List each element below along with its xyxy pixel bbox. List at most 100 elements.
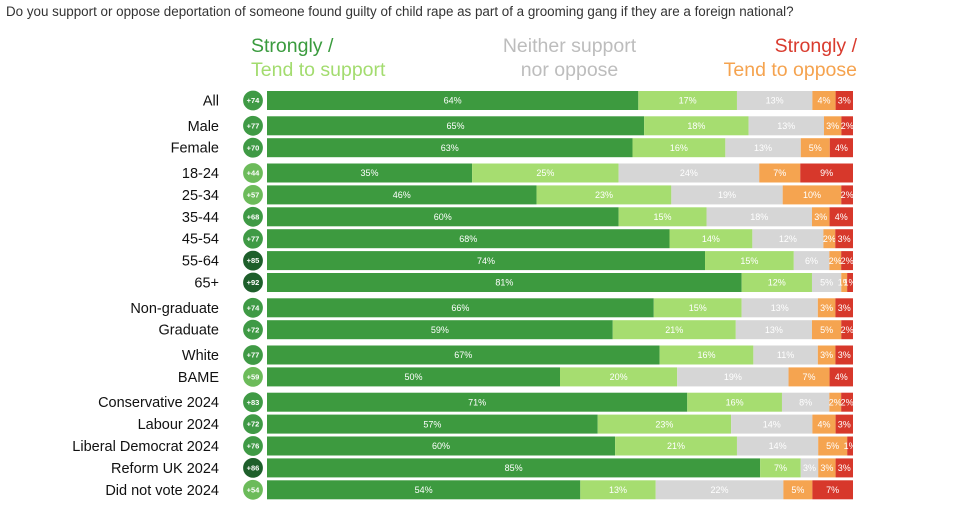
bar-segment-value-label: 3% bbox=[838, 234, 851, 244]
bar-segment-strongly-oppose bbox=[835, 345, 853, 365]
net-score-badge bbox=[241, 89, 265, 112]
bar-segment-value-label: 5% bbox=[820, 325, 833, 335]
bar-segment-value-label: 71% bbox=[468, 397, 486, 407]
bar-segment-value-label: 2% bbox=[841, 397, 854, 407]
bar-segment-strongly-oppose bbox=[800, 163, 853, 183]
bar-segment-value-label: 13% bbox=[777, 121, 795, 131]
bar-segment-neither bbox=[725, 138, 801, 158]
bar-segment-strongly-oppose bbox=[829, 207, 853, 227]
bar-segment-tend-oppose bbox=[817, 345, 836, 365]
bar-segment-neither bbox=[748, 116, 824, 136]
bar-segment-value-label: 1% bbox=[844, 278, 857, 288]
bar-segment-value-label: 5% bbox=[791, 485, 804, 495]
bar-segment-value-label: 10% bbox=[803, 190, 821, 200]
bar-segment-tend-oppose bbox=[823, 116, 842, 136]
bar-segment-strongly-support bbox=[267, 392, 688, 412]
net-score-label: +85 bbox=[247, 256, 260, 265]
net-score-label: +57 bbox=[247, 191, 260, 200]
bar-segment-value-label: 16% bbox=[726, 397, 744, 407]
bar-segment-value-label: 46% bbox=[393, 190, 411, 200]
bar-segment-value-label: 4% bbox=[835, 212, 848, 222]
bar-segment-value-label: 3% bbox=[826, 121, 839, 131]
bar-segment-value-label: 23% bbox=[655, 419, 673, 429]
bar-segment-value-label: 13% bbox=[766, 96, 784, 106]
bar-segment-value-label: 3% bbox=[820, 463, 833, 473]
net-score-label: +70 bbox=[247, 143, 260, 152]
bar-segment-tend-support bbox=[644, 116, 749, 136]
bar-segment-value-label: 65% bbox=[447, 121, 465, 131]
net-score-badge bbox=[241, 365, 265, 388]
net-score-badge bbox=[241, 271, 265, 294]
bar-segment-value-label: 4% bbox=[817, 96, 830, 106]
bar-segment-value-label: 3% bbox=[838, 303, 851, 313]
bar-segment-tend-oppose bbox=[800, 138, 830, 158]
bar-segment-value-label: 7% bbox=[803, 372, 816, 382]
chart-question-title: Do you support or oppose deportation of … bbox=[6, 4, 794, 19]
bar-segment-value-label: 13% bbox=[609, 485, 627, 495]
bar-segment-value-label: 60% bbox=[432, 441, 450, 451]
bar-segment-strongly-support bbox=[267, 320, 613, 340]
bar-segment-value-label: 68% bbox=[459, 234, 477, 244]
bar-segment-value-label: 7% bbox=[774, 463, 787, 473]
bar-segment-neither bbox=[655, 480, 784, 500]
bar-segment-neither bbox=[736, 91, 813, 110]
bar-segment-strongly-oppose bbox=[847, 436, 853, 456]
row-label: Liberal Democrat 2024 bbox=[72, 439, 219, 455]
row-label: 65+ bbox=[194, 276, 219, 292]
net-score-badge bbox=[241, 136, 265, 159]
bar-segment-value-label: 59% bbox=[431, 325, 449, 335]
bar-segment-strongly-oppose bbox=[835, 414, 853, 434]
bar-segment-tend-support bbox=[659, 345, 754, 365]
bar-segment-neither bbox=[706, 207, 812, 227]
bar-segment-tend-support bbox=[705, 251, 794, 271]
bar-segment-value-label: 3% bbox=[803, 463, 816, 473]
bar-segment-value-label: 6% bbox=[805, 256, 818, 266]
bar-segment-value-label: 81% bbox=[495, 278, 513, 288]
bar-segment-value-label: 1% bbox=[838, 278, 851, 288]
bar-segment-value-label: 4% bbox=[835, 372, 848, 382]
bar-segment-strongly-support bbox=[267, 163, 473, 183]
bar-segment-strongly-support bbox=[267, 367, 560, 387]
net-score-label: +86 bbox=[247, 464, 260, 473]
net-score-badge bbox=[241, 456, 265, 479]
bar-segment-value-label: 15% bbox=[689, 303, 707, 313]
net-score-badge bbox=[241, 249, 265, 272]
row-label: 55-64 bbox=[182, 254, 219, 270]
bar-segment-neither bbox=[811, 273, 842, 292]
bar-segment-neither bbox=[736, 436, 819, 456]
bar-segment-value-label: 2% bbox=[829, 256, 842, 266]
bar-segment-tend-support bbox=[597, 414, 732, 434]
bar-segment-neither bbox=[800, 458, 819, 478]
legend-oppose: Strongly / Tend to oppose bbox=[712, 34, 857, 82]
bar-segment-value-label: 1% bbox=[844, 441, 857, 451]
bar-segment-value-label: 12% bbox=[768, 278, 786, 288]
net-score-badge bbox=[241, 391, 265, 414]
bar-segment-tend-support bbox=[632, 138, 726, 158]
bar-segment-strongly-oppose bbox=[812, 480, 853, 500]
bar-segment-strongly-oppose bbox=[835, 298, 853, 318]
row-label: Non-graduate bbox=[130, 301, 219, 317]
row-label: All bbox=[203, 94, 219, 110]
bar-segment-value-label: 2% bbox=[841, 121, 854, 131]
bar-segment-strongly-oppose bbox=[835, 458, 853, 478]
bar-segment-value-label: 12% bbox=[779, 234, 797, 244]
bar-segment-tend-oppose bbox=[841, 273, 848, 292]
bar-segment-value-label: 13% bbox=[754, 143, 772, 153]
net-score-badge bbox=[241, 434, 265, 458]
bar-segment-value-label: 50% bbox=[404, 372, 422, 382]
bar-segment-value-label: 5% bbox=[826, 441, 839, 451]
bar-segment-tend-support bbox=[618, 207, 707, 227]
row-label: Conservative 2024 bbox=[98, 395, 219, 411]
bar-segment-value-label: 22% bbox=[711, 485, 729, 495]
row-label: Reform UK 2024 bbox=[111, 461, 219, 477]
net-score-badge bbox=[241, 205, 265, 228]
bar-segment-neither bbox=[793, 251, 830, 271]
bar-segment-value-label: 4% bbox=[835, 143, 848, 153]
bar-segment-value-label: 3% bbox=[820, 350, 833, 360]
net-score-badge bbox=[241, 161, 265, 185]
bar-segment-strongly-support bbox=[267, 116, 645, 136]
row-label: White bbox=[182, 348, 219, 364]
bar-segment-tend-oppose bbox=[811, 320, 842, 340]
bar-segment-value-label: 7% bbox=[826, 485, 839, 495]
legend-neither: Neither support nor oppose bbox=[497, 34, 642, 82]
